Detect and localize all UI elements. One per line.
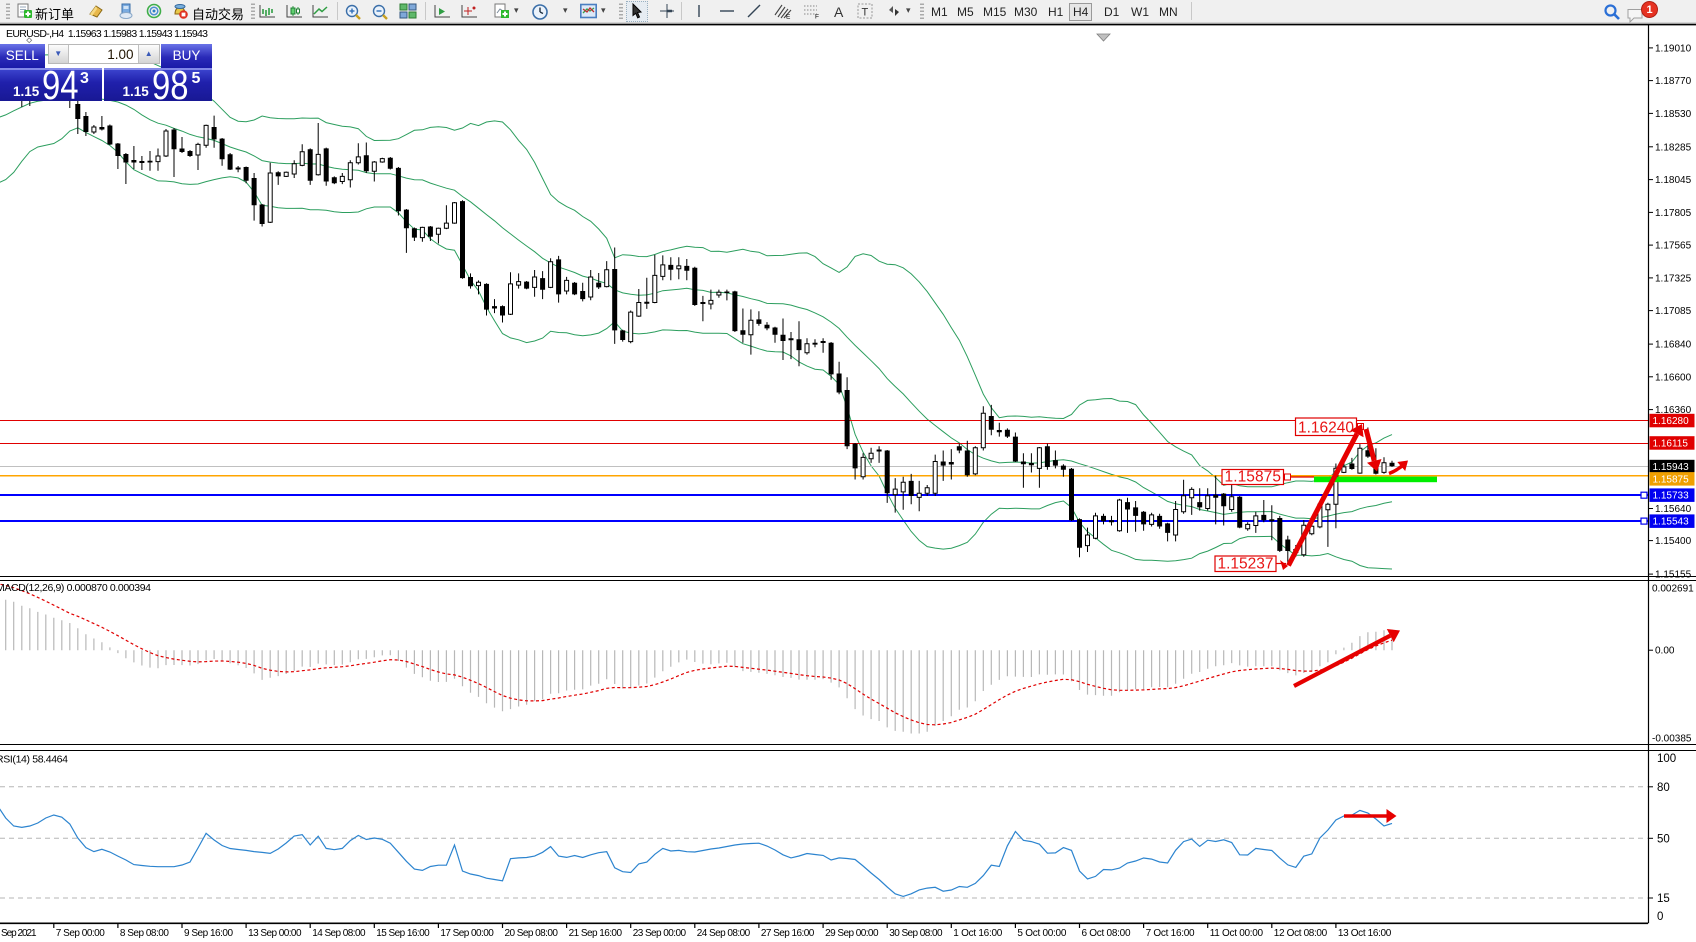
svg-text:7 Sep 00:00: 7 Sep 00:00 — [56, 928, 105, 939]
svg-text:11 Oct 00:00: 11 Oct 00:00 — [1210, 928, 1264, 939]
svg-text:9 Sep 16:00: 9 Sep 16:00 — [184, 928, 233, 939]
svg-text:1.15543: 1.15543 — [1653, 517, 1690, 528]
svg-text:29 Sep 00:00: 29 Sep 00:00 — [825, 928, 879, 939]
svg-text:20 Sep 08:00: 20 Sep 08:00 — [505, 928, 559, 939]
svg-text:17 Sep 00:00: 17 Sep 00:00 — [440, 928, 494, 939]
svg-text:1.16600: 1.16600 — [1655, 372, 1692, 383]
svg-text:24 Sep 08:00: 24 Sep 08:00 — [697, 928, 751, 939]
svg-text:1.18045: 1.18045 — [1655, 175, 1692, 186]
svg-text:6 Oct 08:00: 6 Oct 08:00 — [1082, 928, 1131, 939]
svg-text:13 Oct 16:00: 13 Oct 16:00 — [1338, 928, 1392, 939]
svg-text:1.16840: 1.16840 — [1655, 340, 1692, 351]
svg-text:1.17325: 1.17325 — [1655, 273, 1692, 284]
svg-text:5 Oct 00:00: 5 Oct 00:00 — [1017, 928, 1066, 939]
svg-text:1 Oct 16:00: 1 Oct 16:00 — [953, 928, 1002, 939]
svg-text:-0.00385: -0.00385 — [1652, 734, 1692, 745]
svg-text:21 Sep 16:00: 21 Sep 16:00 — [569, 928, 623, 939]
svg-text:1.17565: 1.17565 — [1655, 241, 1692, 252]
svg-text:1.15733: 1.15733 — [1653, 491, 1690, 502]
svg-text:30 Sep 08:00: 30 Sep 08:00 — [889, 928, 943, 939]
svg-text:0.002691: 0.002691 — [1652, 584, 1694, 595]
svg-text:1.15943: 1.15943 — [1653, 462, 1690, 473]
svg-text:1.15237: 1.15237 — [1218, 556, 1274, 573]
svg-text:1.17805: 1.17805 — [1655, 208, 1692, 219]
svg-text:1.17085: 1.17085 — [1655, 306, 1692, 317]
svg-text:Sep 2021: Sep 2021 — [1, 928, 37, 939]
svg-text:1.15155: 1.15155 — [1655, 570, 1692, 581]
svg-text:14 Sep 08:00: 14 Sep 08:00 — [312, 928, 366, 939]
svg-text:0: 0 — [1657, 911, 1663, 923]
svg-text:1.16280: 1.16280 — [1653, 416, 1690, 427]
svg-text:1.15875: 1.15875 — [1653, 474, 1690, 485]
svg-text:23 Sep 00:00: 23 Sep 00:00 — [633, 928, 687, 939]
svg-text:1.18770: 1.18770 — [1655, 76, 1692, 87]
svg-text:27 Sep 16:00: 27 Sep 16:00 — [761, 928, 815, 939]
svg-text:1.15875: 1.15875 — [1225, 469, 1282, 486]
svg-text:12 Oct 08:00: 12 Oct 08:00 — [1274, 928, 1328, 939]
svg-text:MACD(12,26,9) 0.000870 0.00039: MACD(12,26,9) 0.000870 0.000394 — [0, 582, 151, 594]
svg-text:15 Sep 16:00: 15 Sep 16:00 — [376, 928, 430, 939]
svg-text:8 Sep 08:00: 8 Sep 08:00 — [120, 928, 169, 939]
svg-text:1.15400: 1.15400 — [1655, 536, 1692, 547]
svg-text:15: 15 — [1657, 893, 1670, 905]
svg-text:E: E — [786, 14, 791, 20]
svg-text:1.19010: 1.19010 — [1655, 43, 1692, 54]
svg-text:80: 80 — [1657, 782, 1670, 794]
svg-text:EURUSD-,H4 1.15963 1.15983 1.: EURUSD-,H4 1.15963 1.15983 1.15943 1.159… — [6, 28, 208, 40]
svg-text:1.18530: 1.18530 — [1655, 109, 1692, 120]
svg-text:7 Oct 16:00: 7 Oct 16:00 — [1146, 928, 1195, 939]
svg-text:1.15640: 1.15640 — [1655, 504, 1692, 515]
svg-text:RSI(14) 58.4464: RSI(14) 58.4464 — [0, 754, 68, 766]
svg-text:0.00: 0.00 — [1655, 646, 1675, 657]
svg-text:100: 100 — [1657, 753, 1676, 765]
svg-text:1.16240: 1.16240 — [1298, 420, 1354, 437]
svg-text:1.16360: 1.16360 — [1655, 405, 1692, 416]
svg-text:1.18285: 1.18285 — [1655, 142, 1692, 153]
svg-text:13 Sep 00:00: 13 Sep 00:00 — [248, 928, 302, 939]
svg-text:50: 50 — [1657, 833, 1670, 845]
svg-text:1.16115: 1.16115 — [1653, 439, 1689, 450]
svg-text:T: T — [862, 7, 869, 19]
svg-text:F: F — [815, 14, 819, 20]
